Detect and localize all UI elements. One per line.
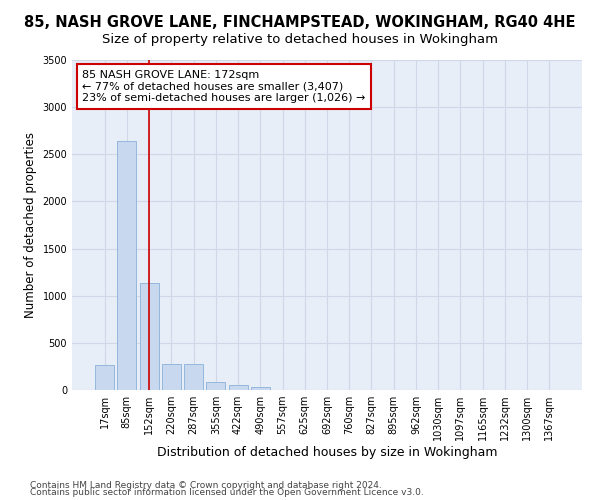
Bar	[184, 364, 203, 390]
Y-axis label: Number of detached properties: Number of detached properties	[24, 132, 37, 318]
Text: Contains public sector information licensed under the Open Government Licence v3: Contains public sector information licen…	[30, 488, 424, 497]
Bar	[162, 364, 181, 390]
Bar	[206, 382, 225, 390]
X-axis label: Distribution of detached houses by size in Wokingham: Distribution of detached houses by size …	[157, 446, 497, 459]
Bar	[229, 386, 248, 390]
Bar	[140, 282, 158, 390]
Text: Size of property relative to detached houses in Wokingham: Size of property relative to detached ho…	[102, 32, 498, 46]
Bar	[95, 364, 114, 390]
Text: Contains HM Land Registry data © Crown copyright and database right 2024.: Contains HM Land Registry data © Crown c…	[30, 480, 382, 490]
Text: 85, NASH GROVE LANE, FINCHAMPSTEAD, WOKINGHAM, RG40 4HE: 85, NASH GROVE LANE, FINCHAMPSTEAD, WOKI…	[24, 15, 576, 30]
Bar	[118, 141, 136, 390]
Text: 85 NASH GROVE LANE: 172sqm
← 77% of detached houses are smaller (3,407)
23% of s: 85 NASH GROVE LANE: 172sqm ← 77% of deta…	[82, 70, 365, 103]
Bar	[251, 386, 270, 390]
